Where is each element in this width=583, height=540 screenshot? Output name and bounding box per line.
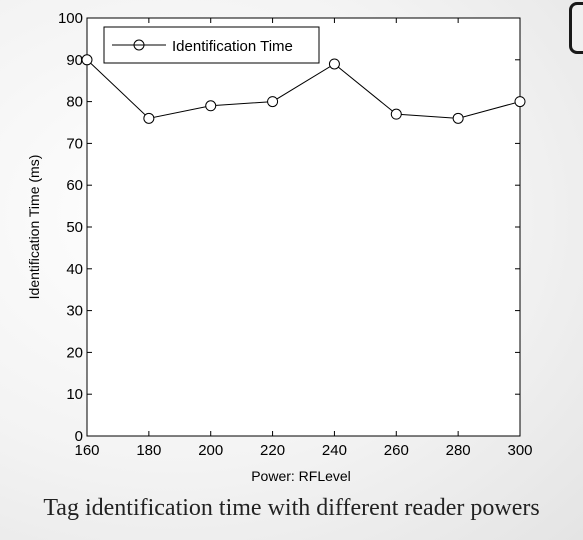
- legend: Identification Time: [103, 26, 320, 64]
- figure-caption: Tag identification time with different r…: [43, 495, 540, 521]
- chart-svg: 0 10 20 30 40 50 60 70 80 90 100 160 180 200 220 240 26…: [26, 10, 533, 484]
- data-point: [143, 112, 155, 124]
- data-point: [267, 96, 279, 108]
- x-tick-label: 280: [446, 442, 471, 459]
- data-point: [514, 96, 526, 108]
- y-tick-label: 50: [66, 219, 83, 236]
- y-axis-label: Identification Time (ms): [26, 155, 42, 300]
- y-tick-label: 90: [66, 52, 83, 69]
- x-tick-label: 300: [507, 442, 532, 459]
- series-layer: [81, 54, 526, 124]
- y-tick-label: 60: [66, 177, 83, 194]
- y-tick-label: 20: [66, 344, 83, 361]
- legend-label: Identification Time: [172, 38, 293, 55]
- x-axis-ticks: 160 180 200 220 240 260 280 300: [74, 18, 533, 459]
- y-tick-label: 70: [66, 135, 83, 152]
- data-point: [328, 58, 340, 70]
- data-point: [390, 108, 402, 120]
- data-point: [205, 100, 217, 112]
- y-tick-label: 40: [66, 261, 83, 278]
- legend-marker: [133, 39, 145, 51]
- data-point: [81, 54, 93, 66]
- data-point: [452, 112, 464, 124]
- x-tick-label: 160: [74, 442, 99, 459]
- y-axis-ticks: 0 10 20 30 40 50 60 70 80 90 100: [58, 10, 520, 445]
- series-line: [86, 59, 521, 119]
- x-tick-label: 220: [260, 442, 285, 459]
- y-tick-label: 10: [66, 386, 83, 403]
- x-axis-label: Power: RFLevel: [251, 468, 351, 484]
- chart: 0 10 20 30 40 50 60 70 80 90 100 160 180 200 220 240 26…: [26, 2, 583, 484]
- corner-decoration: [569, 2, 583, 54]
- y-tick-label: 80: [66, 94, 83, 111]
- y-tick-label: 0: [75, 428, 83, 445]
- x-tick-label: 180: [136, 442, 161, 459]
- x-tick-label: 200: [198, 442, 223, 459]
- x-tick-label: 260: [384, 442, 409, 459]
- y-tick-label: 30: [66, 303, 83, 320]
- plot-area: [86, 17, 521, 437]
- y-tick-label: 100: [58, 10, 83, 27]
- x-tick-label: 240: [322, 442, 347, 459]
